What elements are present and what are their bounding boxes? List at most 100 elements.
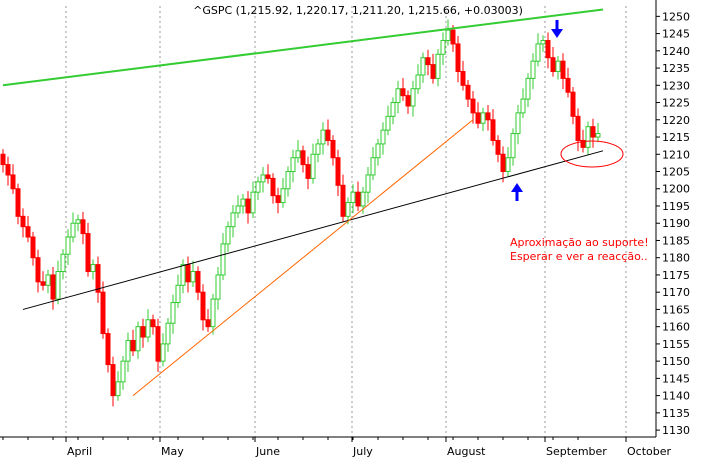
candle-body: [390, 102, 396, 117]
candle: [210, 293, 216, 335]
candle-body: [480, 112, 486, 124]
candle: [170, 294, 176, 334]
support-highlight-ellipse: [560, 140, 624, 168]
candle-body: [470, 98, 476, 114]
candle-body: [500, 153, 506, 173]
y-tick-label: 1130: [662, 424, 690, 437]
candle: [590, 118, 596, 148]
candle: [390, 97, 396, 125]
candle: [410, 80, 416, 117]
candle: [70, 212, 76, 243]
candle: [0, 149, 6, 173]
y-tick-label: 1245: [662, 28, 690, 41]
candle: [130, 329, 136, 356]
candle: [485, 104, 491, 131]
candle: [550, 47, 556, 77]
candle-body: [530, 60, 536, 79]
x-axis: April May June July August September October: [0, 436, 671, 457]
candle: [200, 284, 206, 331]
candle-body: [230, 212, 236, 228]
candle-body: [560, 60, 566, 79]
candle: [320, 122, 326, 155]
candle-body: [380, 129, 386, 145]
y-tick-label: 1150: [662, 355, 690, 368]
y-tick-label: 1200: [662, 183, 690, 196]
candle: [560, 53, 566, 90]
y-tick-label: 1240: [662, 45, 690, 58]
candle: [60, 249, 66, 280]
candles: [0, 19, 601, 407]
y-tick-label: 1220: [662, 114, 690, 127]
candle: [20, 208, 26, 238]
candle: [290, 149, 296, 183]
candle: [575, 108, 581, 152]
trend-line: [132, 119, 474, 397]
candle-body: [90, 264, 96, 272]
candle: [525, 73, 531, 108]
candle-body: [465, 84, 471, 100]
y-tick-label: 1195: [662, 200, 690, 213]
candle-body: [375, 143, 381, 159]
candle: [395, 80, 401, 114]
candle: [300, 145, 306, 173]
candle: [365, 167, 371, 203]
candle-body: [245, 198, 251, 214]
candle: [135, 321, 141, 359]
candle: [220, 233, 226, 281]
candle: [100, 281, 106, 339]
candle: [330, 135, 336, 166]
grid: [65, 6, 627, 437]
candle-body: [305, 164, 311, 179]
candle-body: [485, 112, 491, 121]
candle: [305, 156, 311, 190]
candle: [400, 78, 406, 101]
x-tick-label: June: [255, 445, 280, 457]
candle: [420, 52, 426, 83]
candle-body: [250, 191, 256, 214]
candle-body: [100, 291, 106, 335]
candle-body: [575, 115, 581, 141]
candle-body: [55, 270, 61, 300]
candle-body: [290, 157, 296, 173]
y-tick-label: 1210: [662, 148, 690, 161]
candle: [55, 260, 61, 305]
candle-body: [40, 281, 46, 286]
candle-body: [420, 57, 426, 76]
candle-body: [50, 274, 56, 300]
candle: [5, 156, 11, 186]
candle: [430, 53, 436, 84]
candle-body: [200, 291, 206, 321]
candle-body: [340, 184, 346, 217]
annotation-line-1: Aproximação ao suporte!: [510, 236, 649, 249]
candle: [335, 149, 341, 196]
candle: [30, 231, 36, 266]
candle: [40, 271, 46, 291]
y-tick-label: 1170: [662, 286, 690, 299]
candle: [140, 318, 146, 348]
candle: [565, 67, 571, 98]
candle: [195, 266, 201, 301]
candle-body: [550, 57, 556, 73]
candle-body: [515, 112, 521, 135]
candle-body: [430, 64, 436, 79]
candle: [315, 138, 321, 163]
candle: [50, 267, 56, 310]
candle: [545, 32, 551, 69]
candle: [340, 174, 346, 222]
x-tick-label: October: [627, 445, 671, 457]
candle: [380, 122, 386, 155]
candle: [125, 332, 131, 372]
candle: [440, 32, 446, 65]
candle-body: [205, 319, 211, 328]
candle-body: [80, 219, 86, 235]
candle-body: [165, 322, 171, 345]
candle-body: [145, 319, 151, 338]
candle: [535, 33, 541, 67]
candle-body: [185, 264, 191, 283]
candle-body: [535, 43, 541, 62]
candle: [520, 88, 526, 119]
candle: [245, 191, 251, 224]
candle: [270, 173, 276, 204]
x-tick-label: August: [447, 445, 486, 457]
